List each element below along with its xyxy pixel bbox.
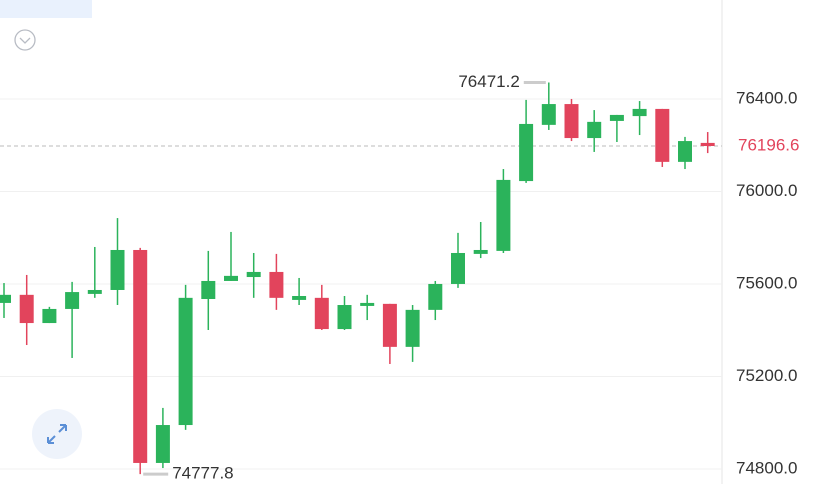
candle-body (87, 289, 102, 294)
candle-body (133, 249, 148, 463)
y-tick-label: 76400.0 (736, 88, 797, 107)
candle-body (609, 114, 624, 121)
candle-body (314, 297, 329, 330)
candle-body (360, 302, 375, 306)
candle-body (110, 249, 125, 290)
candle-body (428, 283, 443, 310)
candle-body (337, 305, 352, 330)
y-tick-label: 75200.0 (736, 366, 797, 385)
candle-body (382, 303, 397, 347)
low-label: 74777.8 (172, 464, 233, 483)
candle-body (519, 123, 534, 182)
candle-body (65, 292, 80, 309)
candle-body (292, 295, 307, 300)
y-tick-label: 75600.0 (736, 273, 797, 292)
candle-body (269, 271, 284, 298)
candle-body (178, 297, 193, 426)
last-price-label: 76196.6 (738, 135, 799, 154)
candle-body (700, 142, 715, 147)
candle-body (473, 249, 488, 254)
collapse-icon[interactable] (14, 29, 36, 51)
candle-body (405, 309, 420, 347)
y-tick-label: 76000.0 (736, 181, 797, 200)
candle-body (0, 294, 11, 303)
candle-body (541, 104, 556, 125)
candle-body (19, 294, 34, 324)
tab-highlight (0, 0, 92, 18)
candle-body (678, 141, 692, 162)
candle-body (224, 275, 238, 281)
high-label: 76471.2 (458, 72, 519, 91)
candle-body (587, 121, 602, 139)
y-tick-label: 74800.0 (736, 458, 797, 477)
expand-button[interactable] (32, 409, 82, 459)
candle-body (246, 271, 261, 278)
candle-body (451, 252, 465, 284)
candle-body (655, 108, 670, 162)
candle-body (42, 308, 57, 324)
candle-body (201, 280, 216, 300)
candle-body (632, 108, 647, 117)
candle-body (155, 425, 170, 463)
candle-body (496, 179, 511, 251)
candle-body (564, 104, 579, 139)
